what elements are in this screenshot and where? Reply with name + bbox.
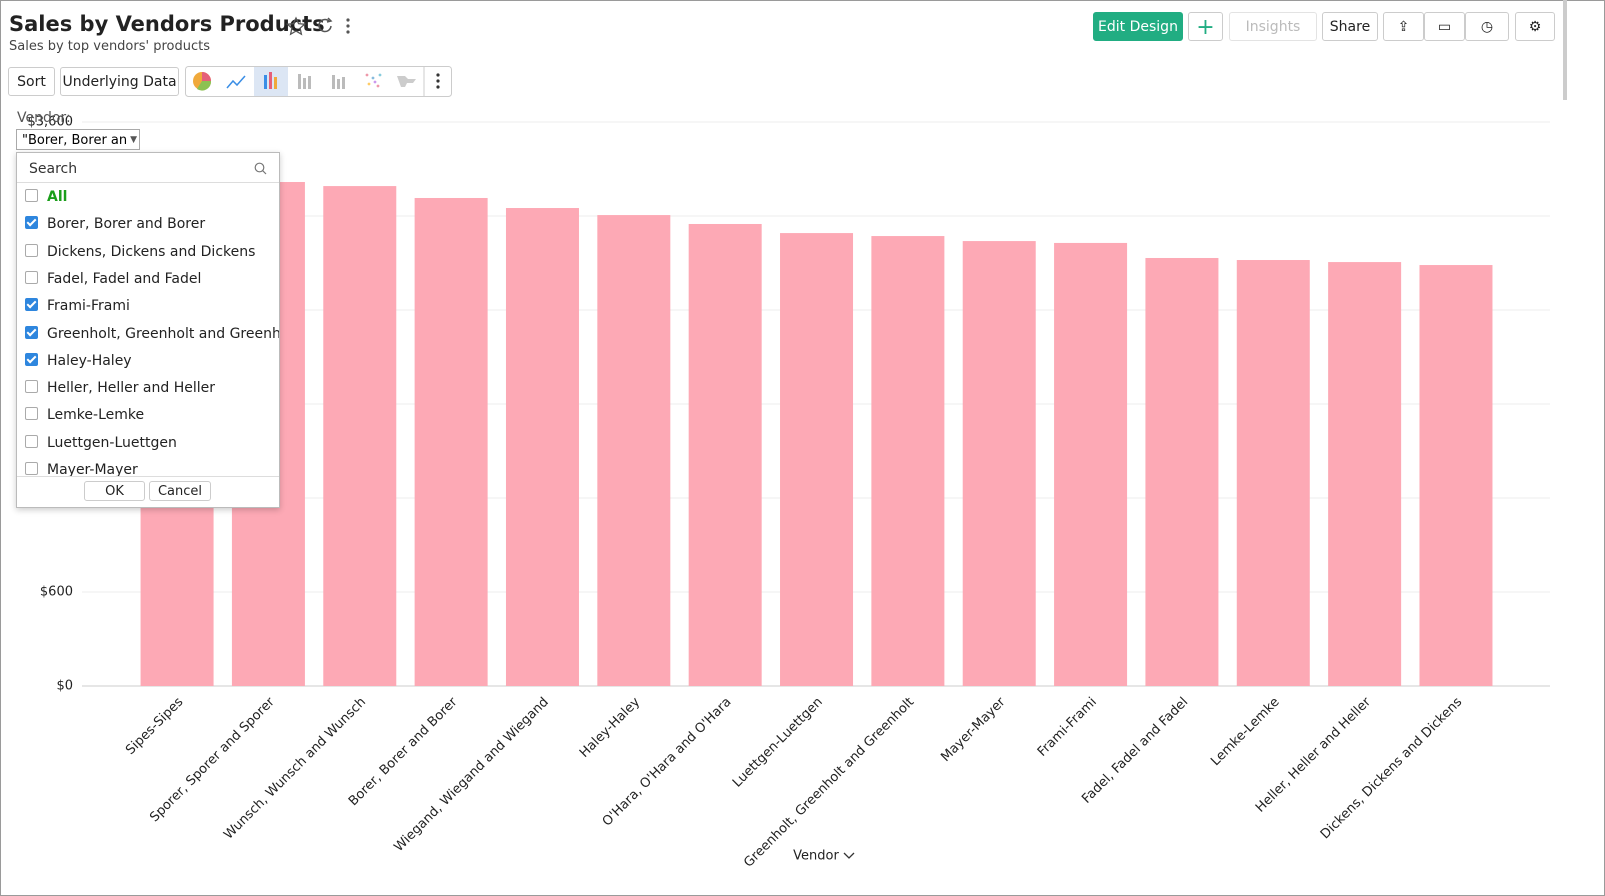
filter-option[interactable]: Haley-Haley xyxy=(25,352,132,369)
filter-option[interactable]: Lemke-Lemke xyxy=(25,407,144,423)
bar xyxy=(597,215,671,686)
chart-type-bar[interactable] xyxy=(185,66,453,97)
option-label: Luettgen-Luettgen xyxy=(47,434,177,451)
x-tick-label: Wunsch, Wunsch and Wunsch xyxy=(221,695,369,843)
report-subtitle: Sales by top vendors' products xyxy=(9,39,210,54)
option-label: All xyxy=(47,189,68,205)
search-placeholder: Search xyxy=(29,161,78,177)
checkbox[interactable] xyxy=(25,352,38,366)
export-button[interactable]: ⇪ xyxy=(1383,12,1424,41)
filter-option[interactable]: Heller, Heller and Heller xyxy=(25,380,215,396)
axis-title-caret xyxy=(843,852,855,859)
y-tick-label: $600 xyxy=(40,585,73,600)
option-label: Heller, Heller and Heller xyxy=(47,380,216,397)
x-tick-label: Fadel, Fadel and Fadel xyxy=(1079,695,1191,807)
filter-option[interactable]: Fadel, Fadel and Fadel xyxy=(25,270,202,287)
x-tick-label: Luettgen-Luettgen xyxy=(730,695,826,791)
filter-label: Vendor: xyxy=(17,110,71,126)
bar xyxy=(1145,257,1219,686)
filter-option[interactable]: Luettgen-Luettgen xyxy=(25,434,177,451)
option-label: Greenholt, Greenholt and Greenholt xyxy=(47,325,279,342)
edit-design-button[interactable]: Edit Design xyxy=(1093,12,1183,41)
x-tick-label: Sipes-Sipes xyxy=(123,695,186,758)
checkbox[interactable] xyxy=(25,216,38,230)
share-button[interactable]: Share xyxy=(1322,12,1378,41)
x-tick-label: Haley-Haley xyxy=(577,694,643,760)
checkbox[interactable] xyxy=(25,380,38,394)
option-label: Lemke-Lemke xyxy=(47,407,145,424)
checkbox[interactable] xyxy=(25,270,38,284)
insights-button[interactable]: Insights xyxy=(1229,12,1317,41)
filter-option[interactable]: Borer, Borer and Borer xyxy=(25,216,205,232)
comment-button[interactable]: ▭ xyxy=(1424,12,1465,41)
bar xyxy=(505,208,579,686)
sort-button[interactable]: Sort xyxy=(8,67,55,96)
filter-option[interactable]: Mayer-Mayer xyxy=(25,462,138,477)
option-label: Mayer-Mayer xyxy=(47,462,138,477)
scrollbar xyxy=(1563,0,1567,100)
ok-button[interactable]: OK xyxy=(84,481,145,501)
bar xyxy=(414,197,488,686)
x-tick-label: Mayer-Mayer xyxy=(938,694,1009,765)
x-tick-label: Wiegand, Wiegand and Wiegand xyxy=(392,695,552,855)
report-title: Sales by Vendors Products xyxy=(9,12,325,36)
filter-option[interactable]: All xyxy=(25,189,67,205)
checkbox[interactable] xyxy=(25,407,38,421)
checkbox[interactable] xyxy=(25,189,38,202)
cancel-button[interactable]: Cancel xyxy=(149,481,211,501)
checkbox[interactable] xyxy=(25,298,38,312)
x-tick-label: Frami-Frami xyxy=(1035,695,1100,760)
option-label: Borer, Borer and Borer xyxy=(47,216,206,233)
settings-button[interactable]: ⚙ xyxy=(1515,12,1555,41)
add-button[interactable]: + xyxy=(1188,12,1223,41)
filter-value: "Borer, Borer an xyxy=(22,133,128,148)
x-tick-label: Lemke-Lemke xyxy=(1208,695,1282,769)
filter-select[interactable]: "Borer, Borer an ▼ xyxy=(16,129,140,150)
filter-option[interactable]: Greenholt, Greenholt and Greenholt xyxy=(25,325,279,342)
bar xyxy=(962,241,1036,687)
filter-option[interactable]: Dickens, Dickens and Dickens xyxy=(25,243,256,260)
bar xyxy=(688,223,762,687)
bar xyxy=(871,236,945,686)
checkbox[interactable] xyxy=(25,243,38,257)
search-box[interactable]: Search xyxy=(17,153,279,183)
underlying-data-button[interactable]: Underlying Data xyxy=(60,67,179,96)
y-tick-label: $3,600 xyxy=(28,115,74,130)
alarm-button[interactable]: ◷ xyxy=(1465,12,1509,41)
option-label: Frami-Frami xyxy=(47,298,130,315)
search-icon xyxy=(254,162,267,175)
option-label: Dickens, Dickens and Dickens xyxy=(47,243,256,260)
bar xyxy=(1236,260,1310,686)
filter-dropdown: Search All Borer, Borer and Borer Dickens,… xyxy=(16,152,280,508)
bar xyxy=(780,233,854,686)
option-label: Haley-Haley xyxy=(47,352,132,369)
checkbox[interactable] xyxy=(25,325,38,339)
option-list: All Borer, Borer and Borer Dickens, Dicken… xyxy=(17,184,279,477)
checkbox[interactable] xyxy=(25,462,38,475)
bar xyxy=(1328,262,1402,686)
y-tick-label: $0 xyxy=(56,679,73,694)
x-tick-label: Greenholt, Greenholt and Greenholt xyxy=(741,695,917,871)
option-label: Fadel, Fadel and Fadel xyxy=(47,270,202,287)
title-icons[interactable] xyxy=(285,15,365,37)
bar xyxy=(323,186,397,686)
checkbox[interactable] xyxy=(25,434,38,448)
x-axis-title[interactable]: Vendor xyxy=(793,849,839,864)
bar xyxy=(1054,242,1128,687)
bar xyxy=(1419,265,1493,686)
filter-option[interactable]: Frami-Frami xyxy=(25,298,130,314)
